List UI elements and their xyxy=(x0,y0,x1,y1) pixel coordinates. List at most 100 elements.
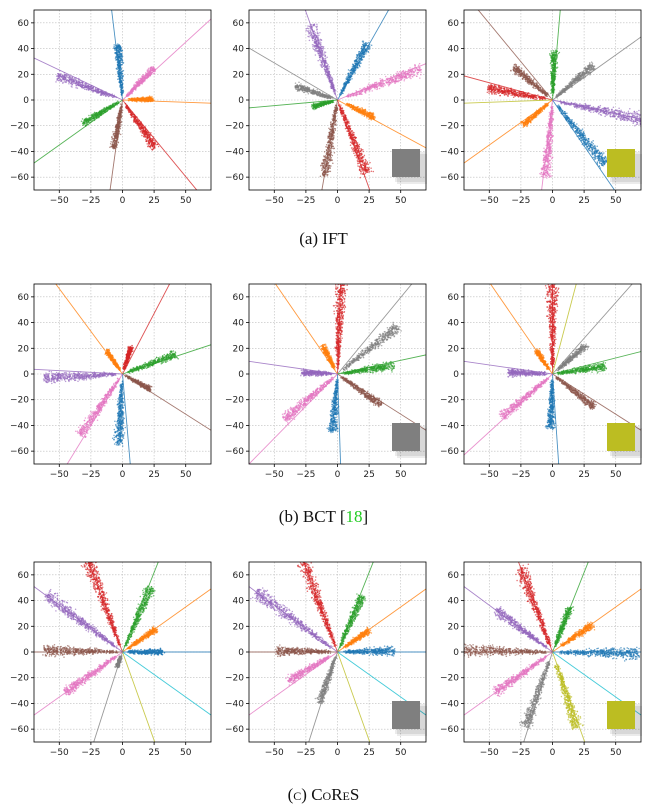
point-red xyxy=(153,143,155,145)
point-pink xyxy=(392,79,395,81)
point-purple xyxy=(325,73,327,76)
point-purple xyxy=(72,80,75,82)
point-green xyxy=(102,110,104,113)
point-pink xyxy=(405,76,408,78)
point-purple xyxy=(330,77,333,79)
point-gray xyxy=(294,82,297,84)
point-red xyxy=(151,145,154,147)
point-pink xyxy=(378,87,381,90)
point-gray xyxy=(318,94,321,96)
point-orange xyxy=(137,97,139,99)
point-brown xyxy=(120,121,123,123)
point-pink xyxy=(394,81,397,83)
point-pink xyxy=(131,88,133,90)
point-red xyxy=(149,138,151,140)
point-brown xyxy=(117,123,120,125)
point-pink xyxy=(366,85,369,88)
point-orange xyxy=(131,97,133,100)
point-blue xyxy=(118,61,120,64)
point-pink xyxy=(374,86,377,88)
point-purple xyxy=(317,36,319,38)
point-purple xyxy=(78,84,80,86)
point-purple xyxy=(98,91,100,93)
point-green xyxy=(93,117,95,119)
point-blue xyxy=(353,67,356,69)
point-green xyxy=(101,109,103,112)
direction-line-brown xyxy=(109,99,123,190)
point-purple xyxy=(316,47,318,50)
point-red xyxy=(148,142,150,145)
point-purple xyxy=(318,34,320,37)
point-purple xyxy=(92,91,94,93)
direction-line-green xyxy=(34,99,123,164)
point-blue xyxy=(120,52,122,55)
point-brown xyxy=(115,133,117,135)
point-purple xyxy=(315,47,317,50)
point-blue xyxy=(121,77,123,79)
point-purple xyxy=(90,86,92,89)
point-blue xyxy=(354,62,356,64)
point-pink xyxy=(368,87,371,89)
point-purple xyxy=(328,79,331,81)
point-red xyxy=(125,107,128,110)
point-purple xyxy=(326,64,329,67)
point-red xyxy=(144,130,147,132)
point-red xyxy=(151,138,154,140)
point-purple xyxy=(317,59,319,62)
point-purple xyxy=(84,83,86,86)
point-brown xyxy=(114,136,117,139)
point-purple xyxy=(312,39,314,42)
point-blue xyxy=(358,52,361,55)
point-pink xyxy=(402,77,404,79)
point-orange xyxy=(145,98,148,100)
point-gray xyxy=(299,84,301,87)
point-purple xyxy=(55,81,57,83)
point-purple xyxy=(320,39,323,41)
point-purple xyxy=(87,85,90,87)
point-pink xyxy=(397,72,400,74)
point-purple xyxy=(319,58,321,61)
point-pink xyxy=(407,76,410,79)
point-purple xyxy=(319,40,321,42)
point-blue xyxy=(120,57,123,60)
point-pink xyxy=(409,67,411,69)
point-pink xyxy=(402,69,405,72)
point-brown xyxy=(116,121,119,124)
point-pink xyxy=(142,76,144,78)
point-brown xyxy=(112,140,115,143)
point-blue xyxy=(117,71,119,73)
point-purple xyxy=(96,90,98,93)
point-blue xyxy=(354,72,356,74)
point-orange xyxy=(128,98,130,100)
point-gray xyxy=(301,85,303,87)
point-purple xyxy=(310,33,313,36)
point-red xyxy=(128,111,130,114)
point-purple xyxy=(316,44,318,47)
point-gray xyxy=(325,95,328,97)
point-purple xyxy=(326,66,329,68)
point-pink xyxy=(144,74,146,77)
point-pink xyxy=(149,71,151,73)
point-pink xyxy=(147,68,149,71)
point-blue xyxy=(119,48,122,50)
point-pink xyxy=(137,79,140,82)
cluster-brown xyxy=(109,103,124,150)
point-pink xyxy=(398,77,400,80)
point-purple xyxy=(321,61,323,63)
point-red xyxy=(139,131,142,133)
point-red xyxy=(144,134,146,136)
point-pink xyxy=(403,76,405,78)
point-blue xyxy=(114,52,117,54)
point-red xyxy=(151,140,153,142)
point-purple xyxy=(84,88,86,91)
point-brown xyxy=(121,109,124,111)
point-green xyxy=(87,120,90,123)
direction-line-pink xyxy=(122,18,211,101)
point-blue xyxy=(361,51,364,54)
point-purple xyxy=(319,48,322,50)
x-tick-label: 0 xyxy=(120,196,126,206)
point-blue xyxy=(349,74,351,76)
point-blue xyxy=(114,49,116,51)
point-purple xyxy=(321,54,324,56)
